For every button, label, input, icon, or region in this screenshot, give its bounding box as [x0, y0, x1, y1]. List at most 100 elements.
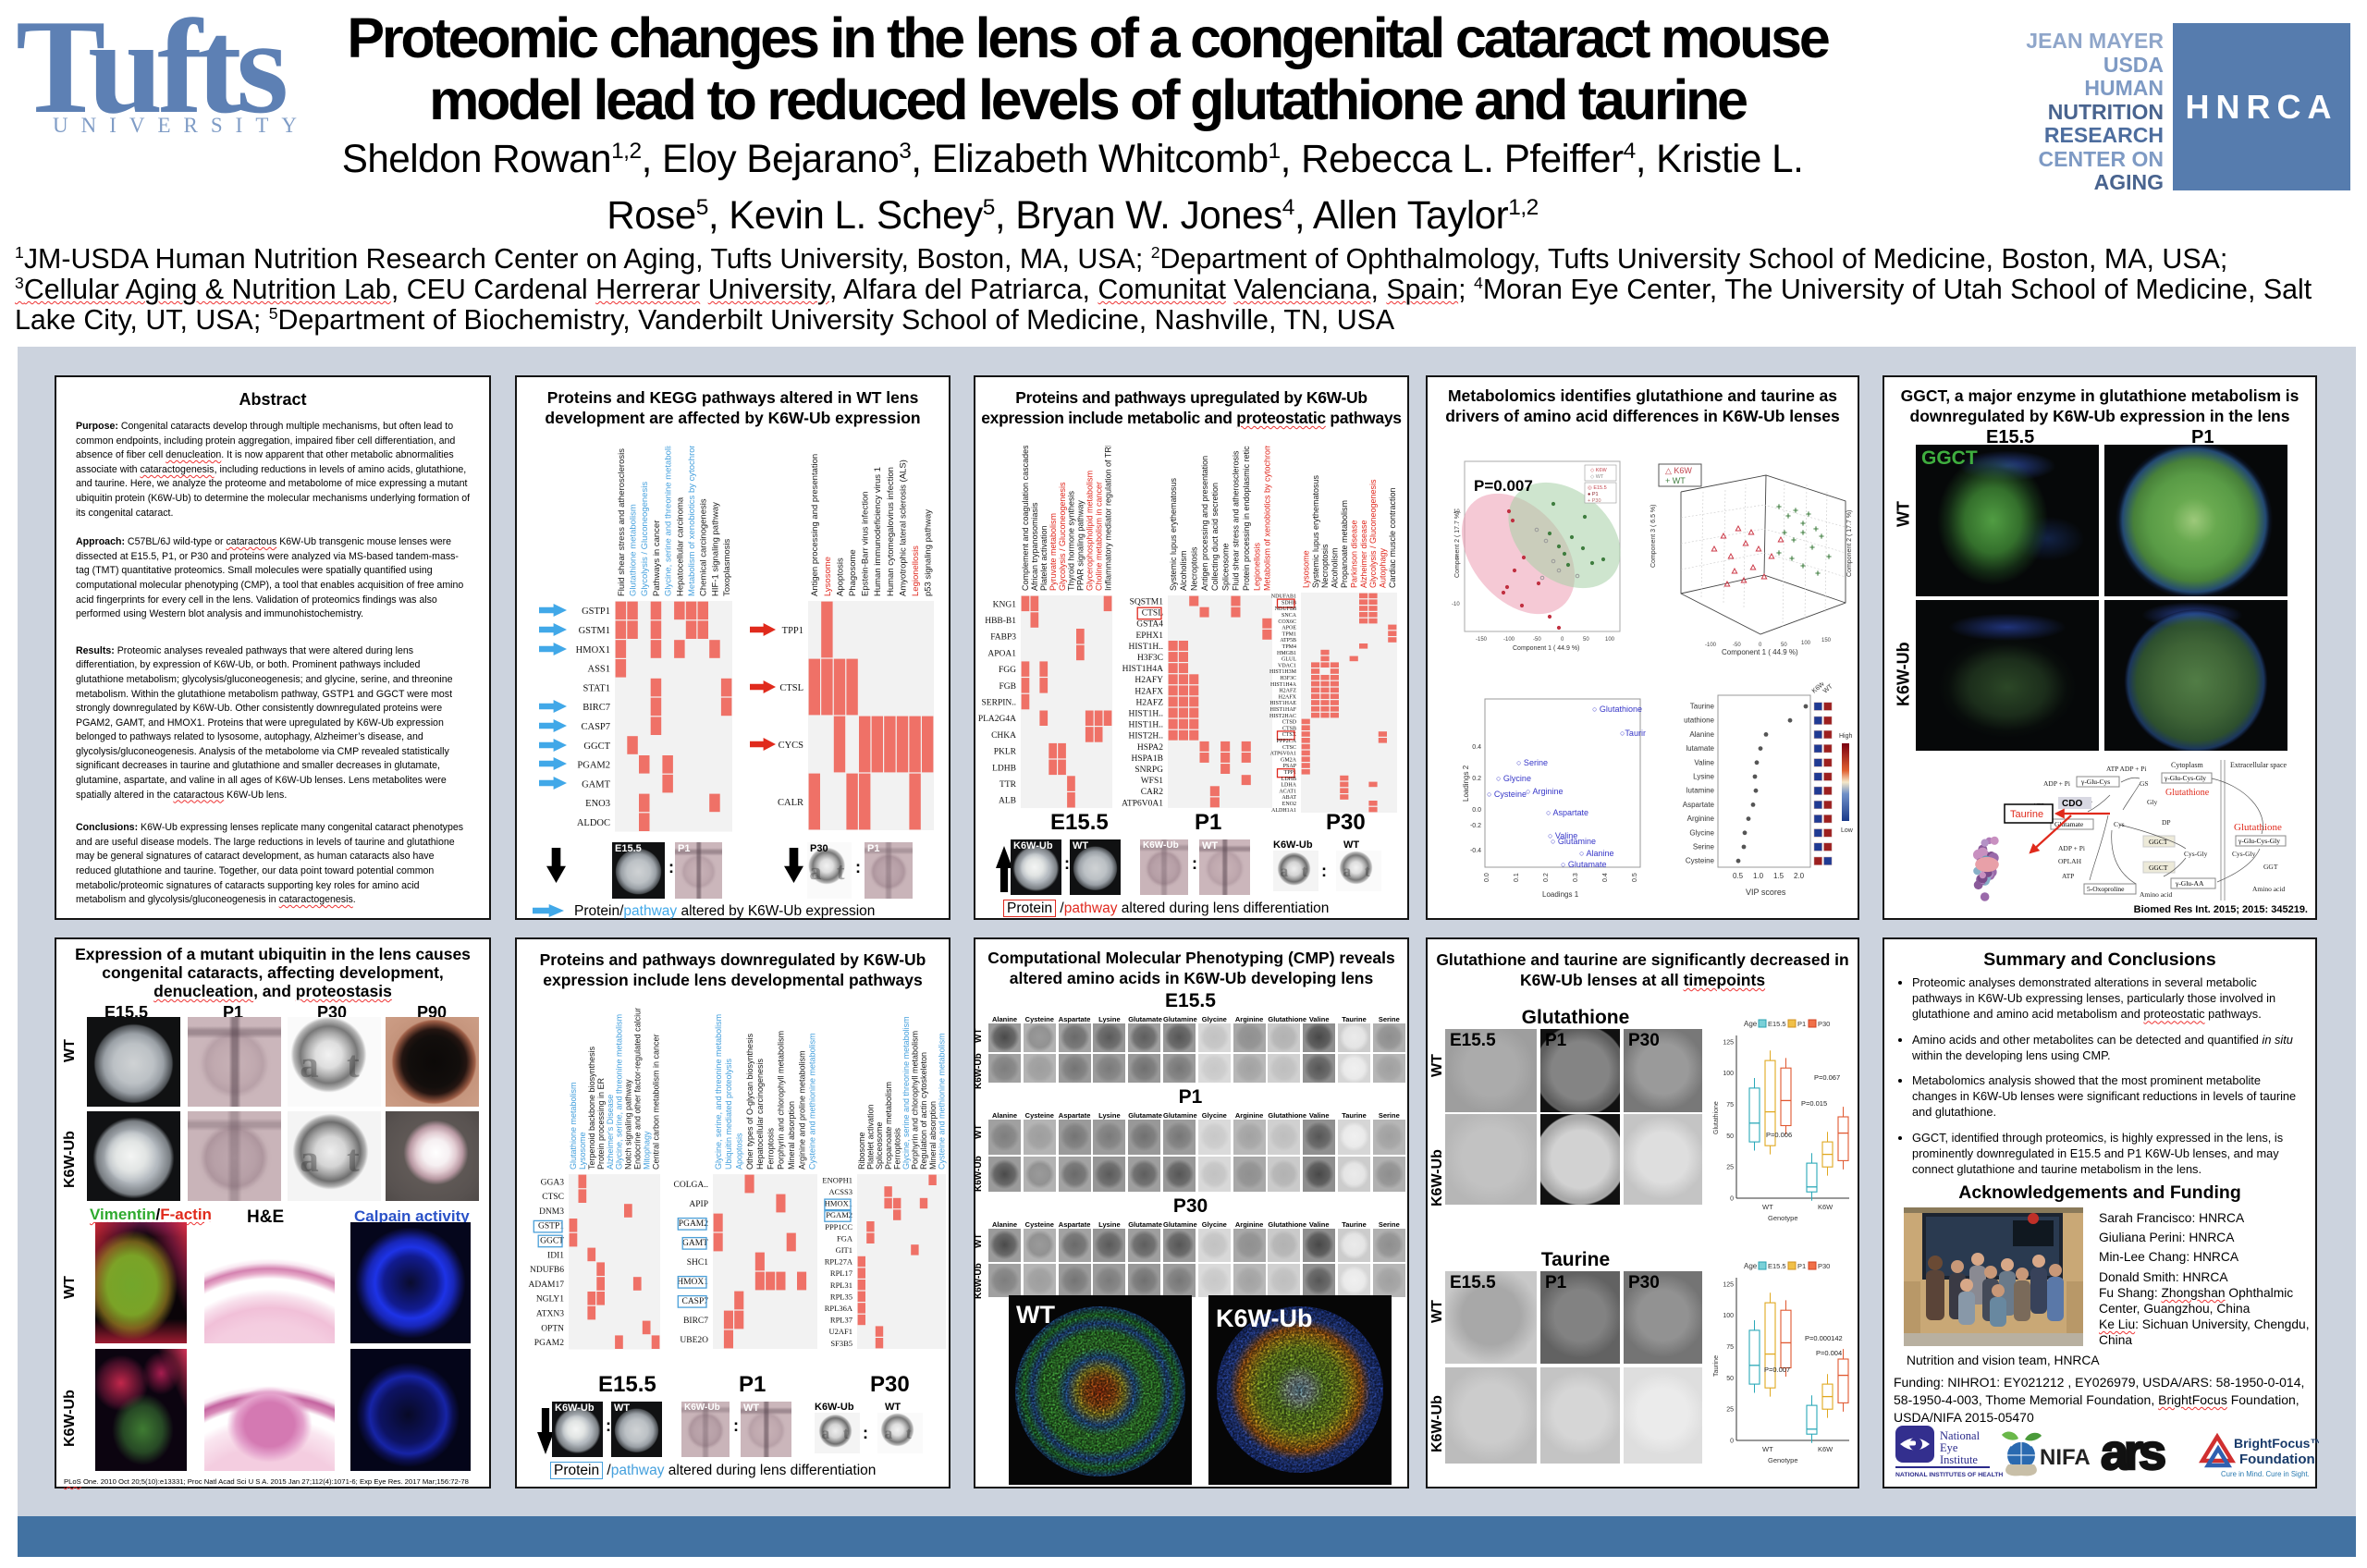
svg-text:Complement and coagulation cas: Complement and coagulation cascades [1021, 446, 1030, 591]
svg-text:+ WT: + WT [1665, 476, 1686, 485]
svg-text:African trypanosomiasis: African trypanosomiasis [1030, 502, 1039, 591]
svg-text:Glutamate: Glutamate [2054, 820, 2084, 828]
svg-text:GGA3: GGA3 [541, 1178, 565, 1187]
svg-text:BrightFocus™: BrightFocus™ [2234, 1436, 2319, 1451]
svg-text:Inflammatory mediator regulati: Inflammatory mediator regulation of TRP … [1103, 446, 1112, 591]
svg-text:Ferroptosis: Ferroptosis [892, 1127, 901, 1170]
svg-text:ADP + Pi: ADP + Pi [2058, 844, 2085, 852]
svg-text:SNRPG: SNRPG [1134, 766, 1163, 775]
svg-text:△ K6W: △ K6W [1665, 466, 1692, 475]
svg-text:Amyotrophic lateral sclerosis: Amyotrophic lateral sclerosis (ALS) [898, 459, 908, 596]
svg-text:WT: WT [62, 1039, 78, 1062]
svg-text:HIST1HAE: HIST1HAE [1269, 701, 1296, 706]
svg-text:NGLY1: NGLY1 [536, 1295, 564, 1305]
svg-text:HIST2H..: HIST2H.. [1129, 732, 1163, 741]
svg-text:WT: WT [1429, 1054, 1445, 1077]
svg-text:K6W-Ub: K6W-Ub [1429, 1149, 1445, 1207]
svg-text:Central carbon metabolism in c: Central carbon metabolism in cancer [651, 1034, 660, 1170]
svg-text:NDUFB6: NDUFB6 [530, 1266, 564, 1275]
svg-text:0.0: 0.0 [1484, 873, 1490, 882]
svg-text:50: 50 [1726, 1133, 1734, 1140]
svg-text:125: 125 [1723, 1039, 1734, 1046]
svg-text:Cys: Cys [2114, 820, 2125, 828]
svg-text:Mineral absorption: Mineral absorption [787, 1101, 796, 1170]
svg-text:Systemic lupus erythematosus: Systemic lupus erythematosus [1169, 477, 1178, 591]
svg-text:Cure in Mind. Cure in Sight.: Cure in Mind. Cure in Sight. [2221, 1470, 2310, 1478]
svg-text:-50: -50 [1733, 643, 1741, 648]
svg-text:GSTP1: GSTP1 [582, 606, 610, 617]
svg-text:PLA2G4A: PLA2G4A [978, 715, 1016, 724]
svg-text:ATXN3: ATXN3 [536, 1310, 564, 1319]
svg-text:Notch signaling pathway: Notch signaling pathway [624, 1079, 633, 1170]
svg-text:100: 100 [1723, 1313, 1734, 1319]
svg-text:GLUL: GLUL [1282, 657, 1296, 663]
svg-text:OPTN: OPTN [541, 1324, 564, 1333]
svg-text:ars: ars [2101, 1426, 2165, 1480]
svg-text:APOA1: APOA1 [987, 649, 1016, 658]
svg-text:HSPA1B: HSPA1B [1131, 754, 1163, 764]
svg-text:APIP: APIP [689, 1200, 708, 1209]
svg-text:RPL36A: RPL36A [825, 1304, 853, 1313]
svg-text:P=0.006: P=0.006 [1766, 1131, 1792, 1139]
svg-text:Cytoplasm: Cytoplasm [2171, 761, 2203, 769]
svg-text:Hepatocellular carcinoma: Hepatocellular carcinoma [675, 496, 685, 596]
svg-text:IDI1: IDI1 [547, 1251, 564, 1260]
svg-text:P30: P30 [1818, 1262, 1830, 1270]
svg-text:VIP scores: VIP scores [1746, 888, 1786, 897]
svg-text:Alzheimer disease: Alzheimer disease [1359, 520, 1368, 588]
svg-text:ENO2: ENO2 [1282, 802, 1296, 807]
svg-text:-100: -100 [1705, 643, 1717, 648]
svg-text:PGAM2: PGAM2 [534, 1339, 564, 1348]
svg-text:1.5: 1.5 [1773, 872, 1784, 880]
svg-text:Aspartate: Aspartate [1683, 801, 1715, 809]
svg-text:Pyruvate metabolism: Pyruvate metabolism [1049, 513, 1058, 591]
svg-text:Human cytomegalovirus infectio: Human cytomegalovirus infection [886, 467, 896, 596]
svg-text:GGCT: GGCT [2149, 864, 2168, 872]
svg-text:Metabolism of xenobiotics by c: Metabolism of xenobiotics by cytochrome … [1263, 446, 1272, 591]
svg-text:Loadings 2: Loadings 2 [1462, 765, 1470, 802]
svg-text:Amino acid: Amino acid [2140, 890, 2172, 899]
svg-text:COLGA..: COLGA.. [674, 1181, 708, 1190]
svg-text:TPM4: TPM4 [1282, 644, 1296, 650]
svg-text:ATP6V0A1: ATP6V0A1 [1270, 752, 1296, 757]
svg-text:Porphyrin and chlorophyll meta: Porphyrin and chlorophyll metabolism [911, 1031, 920, 1170]
svg-text:Component 3 ( 6.5 %): Component 3 ( 6.5 %) [1650, 505, 1657, 568]
svg-text:Necroptosis: Necroptosis [1320, 544, 1330, 588]
svg-text:Glycine, serine, and threonine: Glycine, serine, and threonine metabolis… [714, 1014, 723, 1170]
svg-text:Propanoate metabolism: Propanoate metabolism [884, 1082, 893, 1170]
svg-text:p53 signaling pathway: p53 signaling pathway [924, 509, 934, 596]
svg-text:NDUFB8: NDUFB8 [1275, 606, 1296, 612]
svg-text:WT: WT [1895, 501, 1912, 527]
svg-text:RPL31: RPL31 [830, 1280, 852, 1290]
svg-text:WT: WT [1429, 1300, 1445, 1323]
svg-text:Arginine: Arginine [1687, 815, 1715, 823]
svg-text:-150: -150 [1476, 637, 1488, 643]
svg-text:0.2: 0.2 [1472, 776, 1481, 782]
svg-text:γ-Glu-Cys: γ-Glu-Cys [2080, 778, 2110, 786]
svg-text:Ubiquitin mediated proteolysis: Ubiquitin mediated proteolysis [724, 1058, 733, 1170]
svg-text:Glycine: Glycine [1689, 828, 1714, 837]
svg-text:2.0: 2.0 [1794, 872, 1805, 880]
svg-text:Alanine: Alanine [1689, 730, 1714, 739]
svg-text:H2AFZ: H2AFZ [1279, 689, 1296, 694]
svg-text:Choline metabolism in cancer: Choline metabolism in cancer [1094, 482, 1103, 591]
svg-text:Glycolysis / Gluconeogenesis: Glycolysis / Gluconeogenesis [640, 482, 650, 596]
svg-text:K6W-Ub: K6W-Ub [1895, 642, 1912, 706]
svg-text:Glutathione: Glutathione [1713, 1101, 1720, 1134]
svg-text:-10: -10 [1452, 602, 1460, 607]
svg-text:K6W: K6W [1818, 1203, 1834, 1211]
svg-text:Necroptosis: Necroptosis [1190, 546, 1199, 591]
svg-text:ATP5B: ATP5B [1280, 638, 1296, 643]
svg-text:H2AFX: H2AFX [1134, 687, 1163, 696]
svg-text:GGCT: GGCT [540, 1237, 564, 1246]
svg-text:P1: P1 [1797, 1262, 1806, 1270]
svg-text:Component 1 ( 44.9 %): Component 1 ( 44.9 %) [1722, 648, 1798, 656]
svg-text:○ Glutamate: ○ Glutamate [1561, 860, 1606, 869]
svg-text:GIT1: GIT1 [836, 1245, 852, 1255]
svg-text:ATP ADP + Pi: ATP ADP + Pi [2106, 765, 2146, 773]
svg-text:Platelet activation: Platelet activation [866, 1104, 876, 1170]
svg-text:RPL35: RPL35 [830, 1292, 852, 1301]
svg-text:Serine: Serine [1693, 843, 1715, 851]
svg-text:Amino acid: Amino acid [2252, 885, 2285, 893]
svg-text:P1: P1 [1797, 1020, 1806, 1028]
